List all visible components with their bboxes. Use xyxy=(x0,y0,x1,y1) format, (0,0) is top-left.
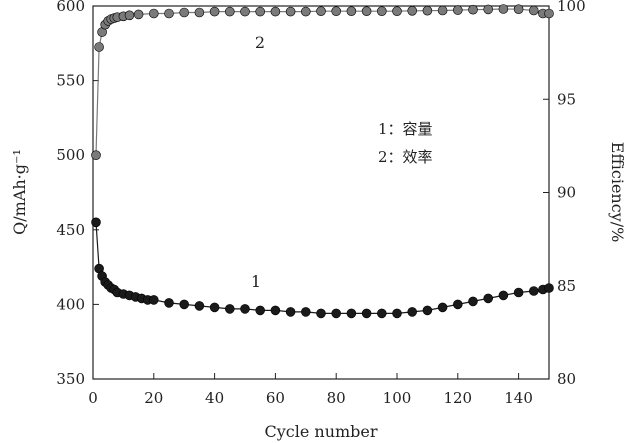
series-2-point xyxy=(452,5,463,15)
series-1-point xyxy=(194,301,205,311)
series-2-point xyxy=(240,6,250,17)
series-2-point xyxy=(437,5,448,16)
series-1-point xyxy=(437,302,448,313)
series-2-point xyxy=(124,10,135,21)
series-2-point xyxy=(422,5,433,16)
series-2-point xyxy=(361,6,372,16)
legend-line-capacity: 1：容量 xyxy=(378,120,433,138)
series-1-point xyxy=(91,217,101,228)
y-tick-label: 550 xyxy=(56,72,85,90)
series-2-point xyxy=(285,6,296,17)
y-tick-label: 400 xyxy=(56,295,85,313)
series-2-point xyxy=(544,8,554,19)
series-1-point xyxy=(225,304,235,314)
series-1-point xyxy=(300,307,311,317)
series-2-point xyxy=(331,6,342,16)
series-2-point xyxy=(407,6,418,16)
y-axis-ticks: 350 400 450 500 550 600 xyxy=(56,0,99,388)
series-1-point xyxy=(468,296,478,307)
series-2-line xyxy=(95,8,549,156)
series-2-point xyxy=(94,42,104,52)
series-2-point xyxy=(392,6,402,16)
series-2-point xyxy=(194,7,205,18)
x-tick-label: 100 xyxy=(383,389,412,407)
series-2-point xyxy=(316,6,326,16)
series-1-point xyxy=(209,302,220,313)
x-axis-label: Cycle number xyxy=(264,422,377,441)
y2-tick-label: 100 xyxy=(557,0,586,15)
series-label-1: 1 xyxy=(251,272,261,291)
series-2-point xyxy=(483,4,494,15)
series-1-line xyxy=(95,222,550,314)
series-1-point xyxy=(407,307,418,317)
series-1-point xyxy=(255,305,266,316)
x-tick-label: 20 xyxy=(144,389,163,407)
series-1-point xyxy=(452,299,463,310)
series-2-point xyxy=(133,9,144,20)
series-1-point xyxy=(483,293,494,304)
series-2-point xyxy=(255,6,266,17)
y-axis-label: Q/mAh·g⁻¹ xyxy=(10,149,29,235)
x-axis-ticks: 0 20 40 60 80 100 120 140 xyxy=(88,373,533,407)
x-tick-label: 40 xyxy=(205,389,224,407)
series-2-point xyxy=(513,4,524,14)
series-2-point xyxy=(346,6,357,16)
series-2-point xyxy=(164,8,174,19)
series-1-point xyxy=(316,308,326,319)
x-tick-label: 80 xyxy=(327,389,346,407)
series-1-point xyxy=(498,290,509,301)
y2-axis-ticks: 80 85 90 95 100 xyxy=(543,0,586,388)
series-1-point xyxy=(285,307,296,317)
series-2-point xyxy=(225,6,235,17)
x-tick-label: 120 xyxy=(443,389,472,407)
series-1-point xyxy=(240,304,250,314)
series-1-point xyxy=(392,308,402,319)
series-1-point xyxy=(376,308,387,319)
y2-tick-label: 90 xyxy=(557,184,576,202)
series-layer xyxy=(91,4,554,319)
x-tick-label: 140 xyxy=(504,389,533,407)
y2-tick-label: 85 xyxy=(557,277,576,295)
series-2-point xyxy=(468,4,478,15)
y-tick-label: 350 xyxy=(56,370,85,388)
series-1-point xyxy=(149,295,159,305)
y-tick-label: 450 xyxy=(56,221,85,239)
series-2-point xyxy=(528,5,539,16)
series-1-point xyxy=(544,283,554,293)
y-tick-label: 500 xyxy=(56,146,85,164)
series-1-point xyxy=(528,286,539,296)
series-1-point xyxy=(179,299,189,310)
series-1-point xyxy=(331,308,342,319)
series-1-point xyxy=(346,308,357,319)
y-tick-label: 600 xyxy=(56,0,85,15)
series-label-2: 2 xyxy=(255,33,265,52)
x-tick-label: 0 xyxy=(88,389,98,407)
legend-line-efficiency: 2：效率 xyxy=(378,148,433,166)
series-1-point xyxy=(361,308,372,319)
series-2-point xyxy=(149,8,159,19)
y2-axis-label: Efficiency/% xyxy=(608,142,627,243)
series-2-point xyxy=(376,6,387,16)
series-2-point xyxy=(270,6,281,17)
x-tick-label: 60 xyxy=(266,389,285,407)
y2-tick-label: 80 xyxy=(557,370,576,388)
series-1-point xyxy=(270,305,281,316)
series-2-point xyxy=(179,7,189,18)
series-2-point xyxy=(498,4,509,14)
series-1-point xyxy=(513,287,524,298)
series-1-point xyxy=(422,305,433,316)
series-2-point xyxy=(300,6,311,17)
plot-frame xyxy=(92,5,550,380)
y2-tick-label: 95 xyxy=(557,90,576,108)
series-1-point xyxy=(164,298,174,308)
series-2-point xyxy=(209,6,220,17)
series-2-point xyxy=(91,150,101,160)
